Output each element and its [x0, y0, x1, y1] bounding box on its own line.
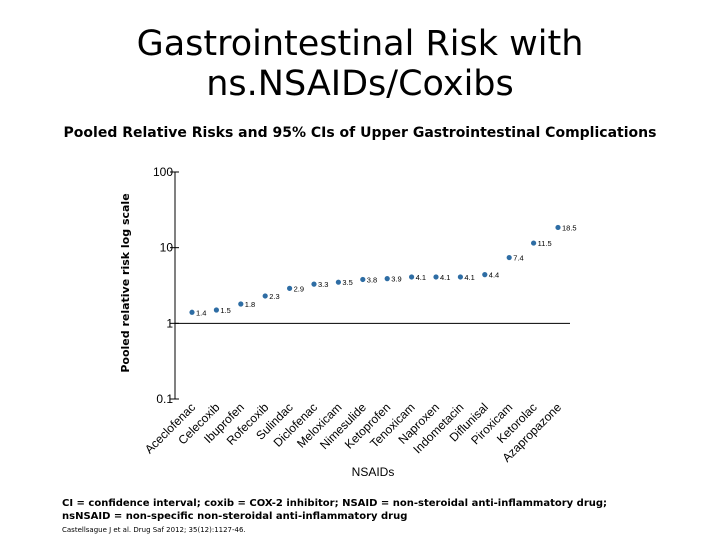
data-value-label: 1.4 [196, 308, 206, 317]
data-value-label: 3.9 [391, 275, 401, 284]
data-point [360, 276, 366, 283]
y-axis-label: Pooled relative risk log scale [119, 193, 132, 372]
y-tick-label: 1 [166, 316, 173, 330]
data-value-label: 1.5 [220, 306, 230, 315]
data-point [531, 240, 537, 246]
data-point [335, 279, 341, 285]
data-value-label: 18.5 [562, 223, 577, 232]
x-axis-label: NSAIDs [352, 465, 395, 479]
data-value-label: 1.8 [245, 300, 255, 309]
data-point [311, 281, 317, 287]
data-value-label: 11.5 [538, 239, 552, 248]
data-point [433, 274, 439, 280]
data-point [506, 254, 512, 261]
citation: Castellsague J et al. Drug Saf 2012; 35(… [62, 526, 246, 534]
data-value-label: 4.1 [464, 273, 474, 282]
data-value-label: 7.4 [513, 254, 523, 263]
slide-title: Gastrointestinal Risk with ns.NSAIDs/Cox… [0, 24, 720, 104]
abbreviations-footnote: CI = confidence interval; coxib = COX-2 … [62, 497, 622, 523]
chart-subtitle: Pooled Relative Risks and 95% CIs of Upp… [63, 125, 657, 141]
y-tick-label: 0.1 [156, 392, 173, 406]
data-point [409, 274, 415, 280]
data-point [457, 274, 463, 280]
data-value-label: 4.1 [416, 273, 426, 282]
slide-title-line2: ns.NSAIDs/Coxibs [206, 64, 514, 104]
data-value-label: 3.8 [367, 275, 377, 284]
y-tick-label: 10 [160, 241, 174, 255]
data-value-label: 4.1 [440, 273, 450, 282]
slide-title-line1: Gastrointestinal Risk with [136, 24, 584, 64]
data-point [189, 309, 195, 315]
data-point [555, 224, 561, 231]
footnote-line1: CI = confidence interval; coxib = COX-2 … [62, 498, 608, 509]
data-value-label: 3.3 [318, 280, 328, 289]
data-point [213, 307, 219, 313]
y-tick-label: 100 [153, 165, 173, 179]
data-value-label: 4.4 [489, 271, 499, 280]
data-point [262, 293, 268, 299]
data-value-label: 3.5 [342, 278, 352, 287]
data-point [287, 285, 293, 291]
data-point [238, 301, 244, 307]
data-point [482, 272, 488, 278]
data-point [384, 276, 390, 282]
data-value-label: 2.9 [294, 284, 304, 293]
data-value-label: 2.3 [269, 292, 279, 301]
footnote-line2: nsNSAID = non-specific non-steroidal ant… [62, 511, 408, 522]
